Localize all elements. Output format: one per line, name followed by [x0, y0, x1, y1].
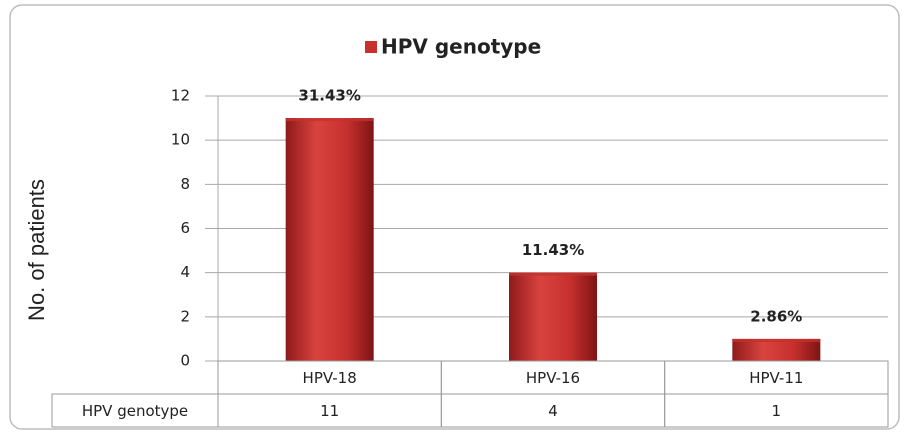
bar-top	[285, 118, 374, 122]
bar	[509, 272, 597, 361]
data-label: 11.43%	[522, 241, 584, 259]
x-tick-label: HPV-18	[303, 369, 357, 387]
x-tick-label: HPV-16	[526, 369, 580, 387]
table-value: 1	[772, 402, 782, 420]
table-value: 4	[548, 402, 558, 420]
y-tick-label: 4	[180, 263, 190, 281]
y-tick-label: 8	[180, 175, 190, 193]
y-tick-label: 12	[171, 87, 190, 105]
table-value: 11	[320, 402, 339, 420]
table-row-header: HPV genotype	[82, 402, 188, 420]
y-axis-label: No. of patients	[24, 179, 49, 321]
legend-label: HPV genotype	[381, 35, 541, 59]
y-tick-label: 10	[171, 131, 190, 149]
x-tick-label: HPV-11	[749, 369, 803, 387]
bar-top	[732, 338, 821, 342]
y-tick-label: 6	[180, 219, 190, 237]
table-cell	[664, 393, 889, 428]
data-label: 31.43%	[298, 87, 360, 105]
chart-frame	[9, 4, 900, 430]
y-tick-label: 0	[180, 352, 190, 370]
y-tick-label: 2	[180, 307, 190, 325]
table-header-cell	[51, 393, 219, 428]
bar	[285, 118, 374, 361]
data-label: 2.86%	[750, 307, 802, 325]
bar-top	[509, 272, 597, 276]
bar	[732, 338, 821, 361]
legend-swatch	[365, 41, 377, 53]
